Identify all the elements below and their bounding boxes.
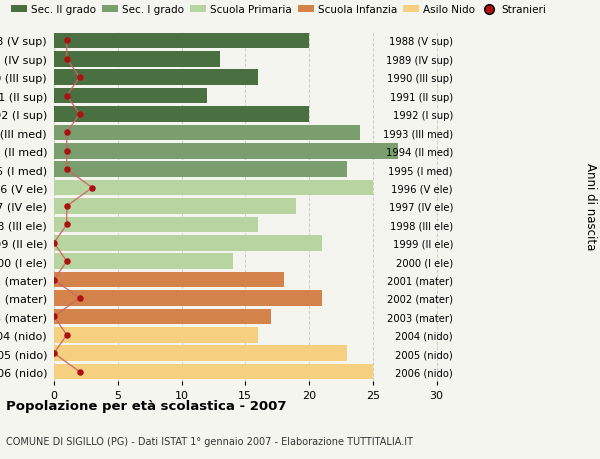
Bar	[54, 162, 347, 178]
Point	[62, 56, 71, 63]
Bar	[54, 125, 360, 141]
Bar	[54, 180, 373, 196]
Text: COMUNE DI SIGILLO (PG) - Dati ISTAT 1° gennaio 2007 - Elaborazione TUTTITALIA.IT: COMUNE DI SIGILLO (PG) - Dati ISTAT 1° g…	[6, 436, 413, 446]
Bar	[54, 327, 258, 343]
Bar	[54, 217, 258, 233]
Point	[62, 129, 71, 137]
Point	[49, 350, 59, 357]
Bar	[54, 309, 271, 325]
Bar	[54, 52, 220, 67]
Text: Anni di nascita: Anni di nascita	[584, 163, 597, 250]
Bar	[54, 235, 322, 251]
Bar	[54, 107, 309, 123]
Legend: Sec. II grado, Sec. I grado, Scuola Primaria, Scuola Infanzia, Asilo Nido, Stran: Sec. II grado, Sec. I grado, Scuola Prim…	[11, 5, 546, 15]
Point	[62, 331, 71, 339]
Point	[62, 166, 71, 174]
Point	[49, 313, 59, 320]
Bar	[54, 346, 347, 361]
Point	[62, 221, 71, 229]
Point	[62, 148, 71, 155]
Point	[74, 74, 84, 82]
Bar	[54, 34, 309, 49]
Point	[88, 185, 97, 192]
Bar	[54, 272, 284, 288]
Bar	[54, 144, 398, 159]
Bar	[54, 254, 233, 269]
Point	[49, 240, 59, 247]
Point	[74, 368, 84, 375]
Text: Popolazione per età scolastica - 2007: Popolazione per età scolastica - 2007	[6, 399, 287, 412]
Point	[62, 203, 71, 210]
Bar	[54, 89, 207, 104]
Bar	[54, 199, 296, 214]
Bar	[54, 291, 322, 306]
Point	[62, 38, 71, 45]
Point	[49, 276, 59, 284]
Point	[74, 295, 84, 302]
Point	[62, 258, 71, 265]
Point	[62, 93, 71, 100]
Point	[74, 111, 84, 118]
Bar	[54, 364, 373, 380]
Bar	[54, 70, 258, 86]
